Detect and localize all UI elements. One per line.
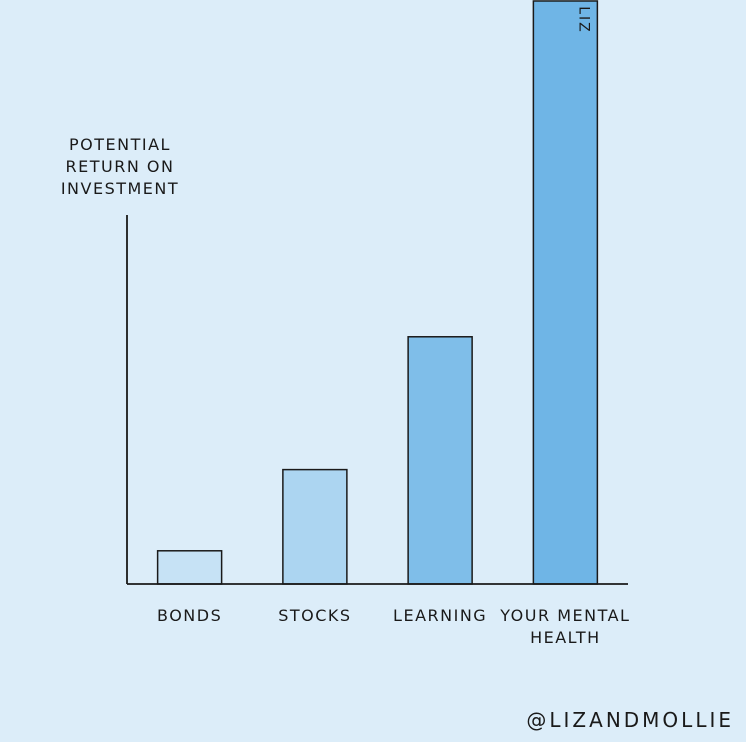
bar	[407, 336, 473, 585]
bar	[532, 0, 599, 585]
x-tick-label: STOCKS	[278, 606, 352, 625]
bar	[156, 550, 223, 585]
x-tick-label: YOUR MENTAL HEALTH	[500, 606, 631, 647]
x-tick-label: BONDS	[157, 606, 223, 625]
credit: @LIZANDMOLLIE	[526, 708, 734, 732]
y-axis-label: POTENTIAL RETURN ON INVESTMENT	[60, 135, 180, 198]
bar	[282, 468, 348, 585]
watermark: LIZ	[575, 6, 591, 34]
x-tick-label: LEARNING	[393, 606, 488, 625]
